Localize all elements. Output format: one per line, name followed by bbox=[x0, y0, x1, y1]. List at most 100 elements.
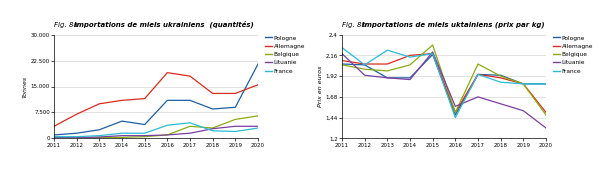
Allemagne bbox=[429, 53, 436, 55]
Belgique bbox=[187, 125, 194, 127]
Lituanie bbox=[475, 96, 482, 98]
Belgique bbox=[406, 64, 413, 66]
Belgique bbox=[73, 137, 80, 139]
Lituanie bbox=[338, 53, 346, 55]
Text: Importations de miels ukrainiens  (quantités): Importations de miels ukrainiens (quanti… bbox=[74, 20, 254, 28]
Lituanie bbox=[118, 135, 125, 137]
Lituanie bbox=[187, 132, 194, 134]
Pologne bbox=[73, 132, 80, 134]
Line: Allemagne: Allemagne bbox=[54, 73, 258, 126]
Lituanie bbox=[50, 137, 58, 139]
Lituanie bbox=[361, 74, 368, 76]
Pologne bbox=[475, 73, 482, 75]
Allemagne bbox=[254, 84, 262, 86]
France bbox=[338, 47, 346, 49]
France bbox=[361, 64, 368, 66]
Allemagne bbox=[118, 99, 125, 101]
Belgique bbox=[118, 136, 125, 138]
France bbox=[96, 135, 103, 137]
France bbox=[475, 73, 482, 75]
Pologne bbox=[96, 129, 103, 131]
France bbox=[406, 56, 413, 58]
Belgique bbox=[520, 83, 527, 85]
Lituanie bbox=[96, 136, 103, 138]
Lituanie bbox=[542, 127, 550, 129]
Pologne bbox=[520, 83, 527, 85]
Belgique bbox=[497, 75, 504, 77]
France bbox=[520, 83, 527, 85]
France bbox=[452, 117, 459, 119]
Pologne bbox=[338, 63, 346, 65]
Legend: Pologne, Allemagne, Belgique, Lituanie, France: Pologne, Allemagne, Belgique, Lituanie, … bbox=[553, 35, 593, 74]
Belgique bbox=[50, 137, 58, 139]
Line: Pologne: Pologne bbox=[342, 54, 546, 115]
Line: Lituanie: Lituanie bbox=[54, 126, 258, 138]
France bbox=[73, 136, 80, 138]
Pologne bbox=[118, 120, 125, 122]
Text: Importations de miels uktainiens (prix par kg): Importations de miels uktainiens (prix p… bbox=[362, 21, 544, 28]
Lituanie bbox=[232, 125, 239, 127]
Belgique bbox=[164, 134, 171, 136]
Lituanie bbox=[406, 79, 413, 81]
France bbox=[232, 130, 239, 133]
France bbox=[254, 127, 262, 129]
Allemagne bbox=[209, 92, 216, 94]
Pologne bbox=[141, 124, 148, 126]
Pologne bbox=[406, 77, 413, 79]
France bbox=[118, 132, 125, 134]
Belgique bbox=[232, 118, 239, 120]
Line: France: France bbox=[342, 48, 546, 118]
Line: Belgique: Belgique bbox=[54, 116, 258, 138]
Allemagne bbox=[497, 77, 504, 79]
Belgique bbox=[209, 127, 216, 129]
France bbox=[542, 83, 550, 85]
France bbox=[164, 124, 171, 126]
Allemagne bbox=[164, 72, 171, 74]
Pologne bbox=[497, 74, 504, 76]
Lituanie bbox=[141, 135, 148, 137]
Pologne bbox=[50, 134, 58, 136]
Allemagne bbox=[141, 98, 148, 100]
Belgique bbox=[361, 68, 368, 70]
Allemagne bbox=[232, 92, 239, 94]
Allemagne bbox=[187, 75, 194, 77]
Belgique bbox=[96, 136, 103, 138]
Pologne bbox=[384, 77, 391, 79]
Lituanie bbox=[73, 137, 80, 139]
Allemagne bbox=[406, 54, 413, 56]
Legend: Pologne, Allemagne, Belgique, Lituanie, France: Pologne, Allemagne, Belgique, Lituanie, … bbox=[265, 35, 305, 74]
Allemagne bbox=[452, 111, 459, 113]
Lituanie bbox=[164, 134, 171, 136]
Pologne bbox=[209, 108, 216, 110]
France bbox=[50, 136, 58, 138]
Y-axis label: Prix en euros: Prix en euros bbox=[318, 66, 323, 107]
France bbox=[429, 53, 436, 55]
Line: Belgique: Belgique bbox=[342, 45, 546, 115]
Pologne bbox=[187, 99, 194, 101]
France bbox=[187, 122, 194, 124]
Pologne bbox=[429, 53, 436, 56]
Lituanie bbox=[384, 77, 391, 79]
Allemagne bbox=[475, 73, 482, 75]
Allemagne bbox=[361, 63, 368, 65]
Lituanie bbox=[497, 103, 504, 105]
Belgique bbox=[429, 44, 436, 46]
Y-axis label: Tonnes: Tonnes bbox=[23, 75, 28, 98]
Line: Allemagne: Allemagne bbox=[342, 54, 546, 112]
Belgique bbox=[452, 111, 459, 113]
France bbox=[384, 49, 391, 51]
France bbox=[209, 130, 216, 132]
Belgique bbox=[542, 114, 550, 116]
Lituanie bbox=[254, 125, 262, 127]
Pologne bbox=[164, 99, 171, 101]
Pologne bbox=[452, 114, 459, 116]
France bbox=[141, 132, 148, 134]
Belgique bbox=[475, 63, 482, 65]
France bbox=[497, 81, 504, 83]
Belgique bbox=[254, 115, 262, 117]
Allemagne bbox=[338, 60, 346, 62]
Belgique bbox=[141, 136, 148, 138]
Allemagne bbox=[50, 125, 58, 127]
Pologne bbox=[254, 63, 262, 65]
Pologne bbox=[542, 83, 550, 85]
